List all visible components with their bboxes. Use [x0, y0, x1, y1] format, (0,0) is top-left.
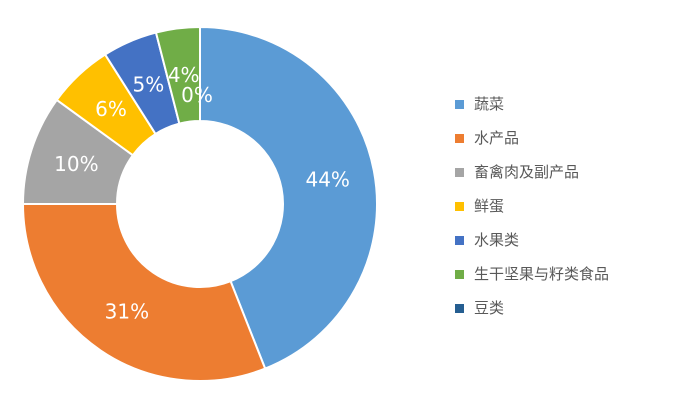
legend-label: 水果类	[474, 230, 520, 249]
donut-chart: 44% 31% 10% 6%5% 4%0%	[22, 26, 378, 382]
legend-item: 鲜蛋	[455, 189, 609, 223]
data-label: 5%	[133, 73, 165, 97]
legend-item: 蔬菜	[455, 87, 609, 121]
legend-item: 畜禽肉及副产品	[455, 155, 609, 189]
data-label: 4%	[168, 63, 200, 87]
legend-swatch-icon	[455, 201, 464, 211]
legend-swatch-icon	[455, 235, 464, 245]
legend-item: 水果类	[455, 223, 609, 257]
legend-label: 畜禽肉及副产品	[474, 162, 580, 181]
legend-label: 水产品	[474, 128, 520, 147]
legend-item: 豆类	[455, 291, 609, 325]
legend-label: 豆类	[474, 298, 505, 317]
donut-slice	[154, 26, 201, 125]
data-label: 0%	[181, 83, 213, 107]
data-label: 10%	[54, 152, 98, 176]
data-label: 44%	[305, 168, 349, 192]
legend-item: 生干坚果与籽类食品	[455, 257, 609, 291]
legend-item: 水产品	[455, 121, 609, 155]
legend-swatch-icon	[455, 269, 464, 279]
legend-label: 鲜蛋	[474, 196, 505, 215]
legend-swatch-icon	[455, 99, 464, 109]
donut-slice	[199, 26, 378, 370]
data-label: 6%	[95, 97, 127, 121]
legend-label: 生干坚果与籽类食品	[474, 264, 610, 283]
data-label: 31%	[105, 300, 149, 324]
chart-legend: 蔬菜水产品畜禽肉及副产品 鲜蛋水果类生干坚果与籽类食品 豆类	[455, 87, 609, 325]
donut-slice	[22, 203, 267, 382]
legend-swatch-icon	[455, 133, 464, 143]
legend-label: 蔬菜	[474, 94, 505, 113]
legend-swatch-icon	[455, 303, 464, 313]
legend-swatch-icon	[455, 167, 464, 177]
